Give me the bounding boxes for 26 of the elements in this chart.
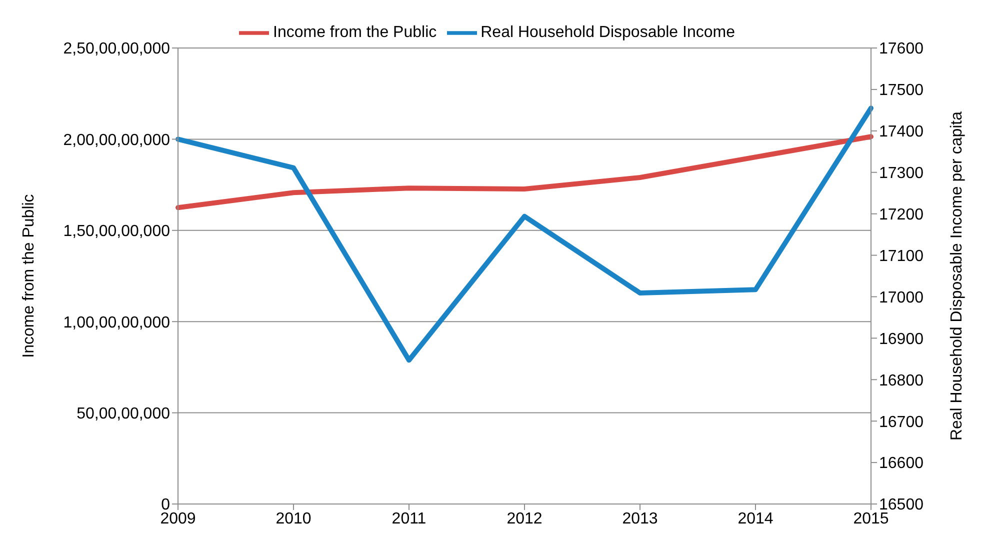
x-tick-label: 2010 [276, 510, 312, 528]
x-tick-label: 2013 [622, 510, 658, 528]
y2-tick-label: 16600 [879, 455, 924, 472]
y-axis-title: Income from the Public [20, 194, 38, 358]
legend-label: Real Household Disposable Income [480, 24, 735, 42]
y2-tick-label: 17000 [879, 289, 924, 306]
x-tick-label: 2009 [160, 510, 196, 528]
x-tick-label: 2011 [392, 510, 426, 528]
y2-tick-label: 16800 [879, 372, 924, 390]
y-tick-label: 1,50,00,00,000 [63, 223, 170, 240]
y2-axis-title: Real Household Disposable Income per capita [948, 111, 966, 441]
y-tick-label: 2,00,00,00,000 [63, 132, 170, 149]
x-tick-label: 2014 [738, 510, 774, 528]
y2-tick-label: 17100 [879, 248, 924, 265]
y2-tick-label: 17600 [879, 40, 924, 58]
y2-tick-label: 17500 [879, 82, 924, 100]
x-tick-label: 2012 [506, 510, 542, 528]
y2-tick-label: 17200 [879, 206, 924, 224]
legend-label: Income from the Public [273, 24, 437, 42]
y2-tick-label: 16900 [879, 330, 924, 348]
y-tick-label: 1,00,00,00,000 [63, 314, 170, 332]
y-tick-label: 50,00,00,000 [76, 405, 170, 422]
y2-tick-label: 17300 [879, 165, 924, 182]
y2-tick-label: 16700 [879, 414, 924, 431]
y-tick-label: 2,50,00,00,000 [63, 40, 170, 58]
y2-tick-label: 17400 [879, 124, 924, 141]
